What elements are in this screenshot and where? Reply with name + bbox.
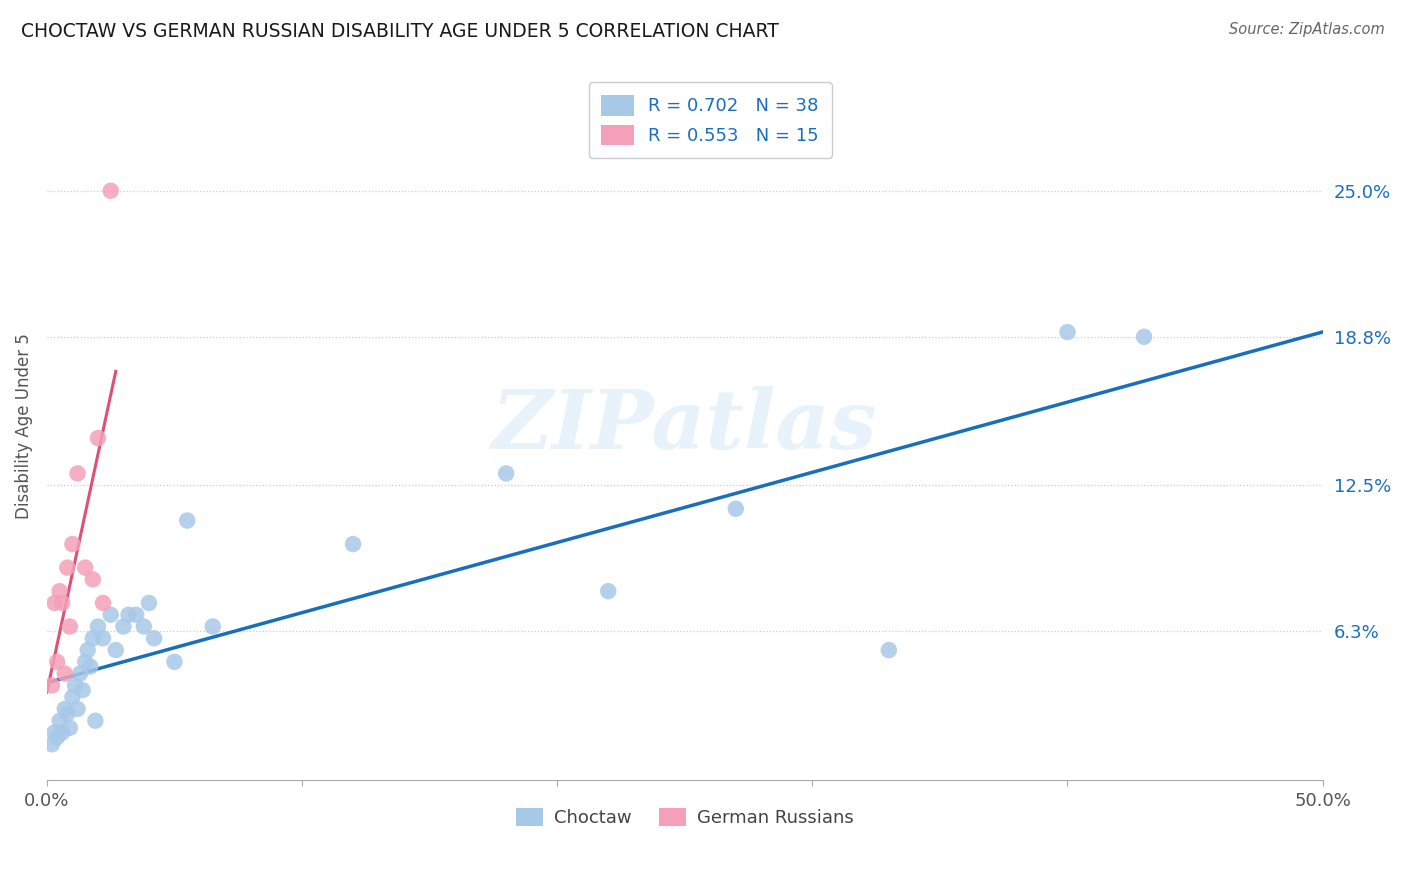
Point — [44, 596, 66, 610]
Point — [117, 607, 139, 622]
Point — [87, 431, 110, 445]
Point — [48, 584, 70, 599]
Point — [100, 184, 122, 198]
Point — [63, 678, 86, 692]
Point — [125, 607, 148, 622]
Point — [44, 725, 66, 739]
Legend: Choctaw, German Russians: Choctaw, German Russians — [509, 800, 860, 834]
Point — [75, 560, 97, 574]
Point — [41, 678, 63, 692]
Point — [82, 573, 104, 587]
Point — [342, 537, 364, 551]
Point — [53, 702, 76, 716]
Point — [75, 655, 97, 669]
Point — [724, 501, 747, 516]
Text: CHOCTAW VS GERMAN RUSSIAN DISABILITY AGE UNDER 5 CORRELATION CHART: CHOCTAW VS GERMAN RUSSIAN DISABILITY AGE… — [21, 22, 779, 41]
Point — [41, 737, 63, 751]
Point — [46, 730, 69, 744]
Point — [60, 690, 83, 705]
Point — [82, 632, 104, 646]
Point — [138, 596, 160, 610]
Point — [877, 643, 900, 657]
Text: ZIPatlas: ZIPatlas — [492, 386, 877, 467]
Point — [69, 666, 91, 681]
Point — [163, 655, 186, 669]
Point — [100, 607, 122, 622]
Point — [1133, 330, 1156, 344]
Point — [87, 619, 110, 633]
Point — [91, 632, 114, 646]
Point — [132, 619, 155, 633]
Point — [201, 619, 224, 633]
Point — [112, 619, 135, 633]
Point — [1056, 325, 1078, 339]
Point — [598, 584, 620, 599]
Point — [53, 666, 76, 681]
Point — [48, 714, 70, 728]
Point — [59, 721, 82, 735]
Point — [91, 596, 114, 610]
Point — [56, 560, 79, 574]
Y-axis label: Disability Age Under 5: Disability Age Under 5 — [15, 334, 32, 519]
Point — [84, 714, 107, 728]
Point — [76, 643, 98, 657]
Point — [79, 659, 101, 673]
Point — [51, 596, 73, 610]
Point — [104, 643, 127, 657]
Point — [72, 683, 94, 698]
Point — [60, 537, 83, 551]
Point — [56, 706, 79, 721]
Point — [143, 632, 166, 646]
Point — [59, 619, 82, 633]
Text: Source: ZipAtlas.com: Source: ZipAtlas.com — [1229, 22, 1385, 37]
Point — [176, 514, 198, 528]
Point — [51, 725, 73, 739]
Point — [66, 702, 89, 716]
Point — [46, 655, 69, 669]
Point — [495, 467, 517, 481]
Point — [66, 467, 89, 481]
